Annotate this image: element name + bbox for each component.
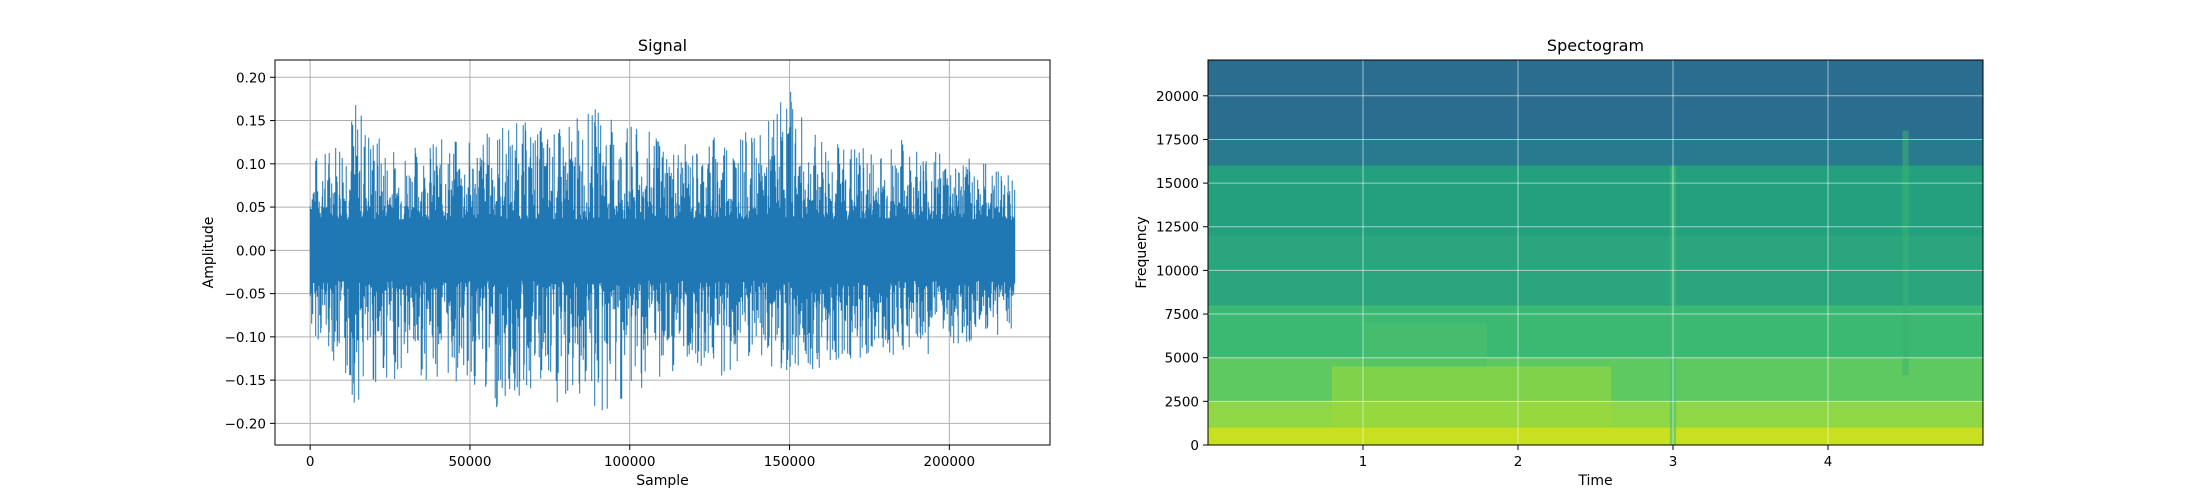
signal-y-tick-label: 0.05 — [236, 200, 266, 216]
spectrogram-band — [1208, 139, 1983, 166]
signal-y-label: Amplitude — [201, 217, 217, 289]
spectrogram-title: Spectogram — [1547, 36, 1644, 55]
spectrogram-energy-region — [1332, 366, 1611, 428]
spectrogram-y-label: Frequency — [1134, 216, 1150, 288]
spectrogram-band — [1208, 165, 1983, 236]
signal-y-tick-label: 0.20 — [236, 70, 266, 86]
signal-x-tick-label: 150000 — [764, 454, 816, 470]
spectrogram-band — [1208, 60, 1983, 140]
signal-y-tick-label: 0.00 — [236, 243, 266, 259]
spectrogram-band — [1208, 305, 1983, 358]
spectrogram-x-tick-label: 2 — [1514, 454, 1523, 470]
spectrogram-y-tick-label: 10000 — [1156, 263, 1199, 279]
signal-waveform-core — [310, 220, 1015, 281]
spectrogram-plot: Spectogram 1 2 3 4 0 2500 5000 7500 10000 12500 1… — [1134, 36, 1984, 489]
signal-x-ticks: 0 50000 100000 150000 200000 — [306, 445, 975, 470]
spectrogram-y-tick-label: 0 — [1190, 438, 1199, 454]
signal-axes-frame — [274, 59, 1051, 446]
spectrogram-x-tick-label: 1 — [1359, 454, 1368, 470]
spectrogram-y-tick-label: 17500 — [1156, 132, 1199, 148]
spectrogram-y-tick-label: 2500 — [1165, 394, 1199, 410]
signal-x-tick-label: 0 — [306, 454, 315, 470]
spectrogram-y-tick-label: 7500 — [1165, 307, 1199, 323]
spectrogram-x-tick-label: 4 — [1824, 454, 1833, 470]
signal-y-tick-label: −0.20 — [225, 416, 266, 432]
signal-y-tick-label: −0.05 — [225, 287, 266, 303]
spectrogram-x-label: Time — [1577, 473, 1612, 489]
signal-x-tick-label: 200000 — [924, 454, 976, 470]
signal-y-tick-label: 0.10 — [236, 157, 266, 173]
signal-y-tick-label: −0.10 — [225, 330, 266, 346]
spectrogram-y-tick-label: 20000 — [1156, 89, 1199, 105]
signal-y-ticks: −0.20 −0.15 −0.10 −0.05 0.00 0.05 0.10 0.15 0.20 — [225, 70, 275, 432]
spectrogram-x-ticks: 1 2 3 4 — [1359, 445, 1833, 470]
signal-x-tick-label: 50000 — [448, 454, 491, 470]
spectrogram-y-tick-label: 5000 — [1165, 351, 1199, 367]
signal-x-label: Sample — [636, 473, 689, 489]
signal-y-tick-label: 0.15 — [236, 114, 266, 130]
spectrogram-y-tick-label: 15000 — [1156, 176, 1199, 192]
spectrogram-energy-region — [1363, 322, 1487, 367]
spectrogram-energy-region — [1902, 130, 1909, 376]
spectrogram-axes-frame — [1207, 59, 1984, 446]
signal-plot: Signal 0 50000 100000 150000 200000 −0.20−0.… — [201, 36, 1051, 489]
signal-title: Signal — [638, 36, 687, 55]
signal-y-tick-label: −0.15 — [225, 373, 266, 389]
spectrogram-y-tick-label: 12500 — [1156, 220, 1199, 236]
spectrogram-y-ticks: 0 2500 5000 7500 10000 12500 15000 17500 20000 — [1156, 89, 1208, 454]
spectrogram-x-tick-label: 3 — [1669, 454, 1678, 470]
spectrogram-image — [1208, 60, 1983, 445]
signal-x-tick-label: 100000 — [604, 454, 656, 470]
spectrogram-band — [1208, 427, 1983, 445]
